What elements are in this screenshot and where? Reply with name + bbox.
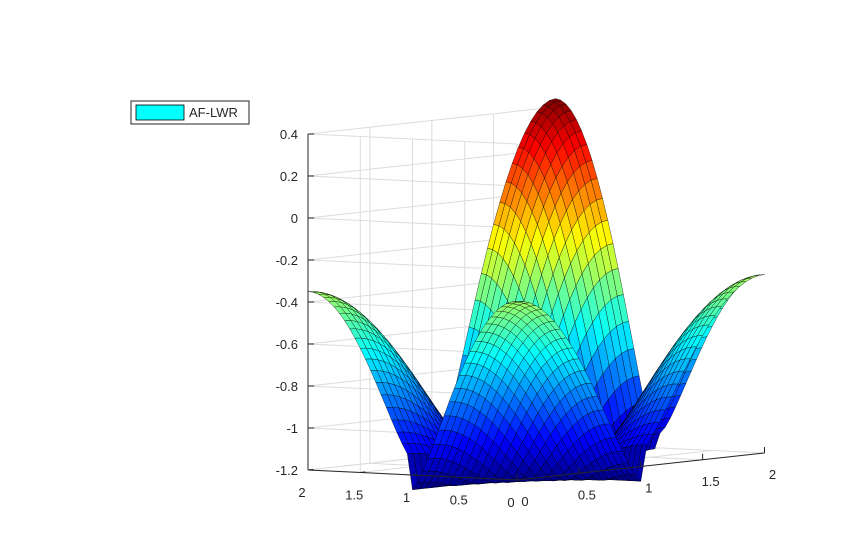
z-axis-ticks: -1.2 -1 -0.8 -0.6 -0.4 -0.2 0 0.2 0.4 <box>276 127 314 478</box>
y-tick-label: 1.5 <box>345 488 363 503</box>
surface-patch <box>746 275 759 279</box>
surface-mesh <box>307 98 765 490</box>
y-axis-ticks: 0 0.5 1 1.5 2 <box>298 468 523 510</box>
x-tick-label: 0 <box>521 494 528 509</box>
legend: AF-LWR <box>130 100 250 125</box>
z-tick-label: 0.2 <box>280 169 298 184</box>
y-tick-mark <box>516 478 523 481</box>
y-tick-label: 1 <box>403 490 410 505</box>
z-tick-label: 0 <box>291 211 298 226</box>
y-tick-mark <box>360 471 366 473</box>
y-tick-mark <box>307 468 314 471</box>
z-tick-label: -0.4 <box>276 295 298 310</box>
x-tick-label: 1 <box>645 481 652 496</box>
z-tick-label: -0.2 <box>276 253 298 268</box>
z-tick-label: -1.2 <box>276 463 298 478</box>
legend-label: AF-LWR <box>189 105 238 120</box>
z-tick-label: -0.8 <box>276 379 298 394</box>
x-tick-label: 0.5 <box>578 487 596 502</box>
y-tick-label: 0.5 <box>450 493 468 508</box>
y-tick-label: 0 <box>507 495 514 510</box>
x-axis-ticks: 0 0.5 1 1.5 2 <box>516 447 776 509</box>
x-tick-label: 2 <box>769 467 776 482</box>
y-tick-label: 2 <box>298 485 305 500</box>
z-tick-label: 0.4 <box>280 127 298 142</box>
z-tick-label: -0.6 <box>276 337 298 352</box>
legend-swatch <box>135 104 185 121</box>
y-tick-mark <box>464 476 470 478</box>
y-tick-mark <box>412 473 418 476</box>
z-tick-label: -1 <box>286 421 298 436</box>
x-tick-label: 1.5 <box>702 474 720 489</box>
